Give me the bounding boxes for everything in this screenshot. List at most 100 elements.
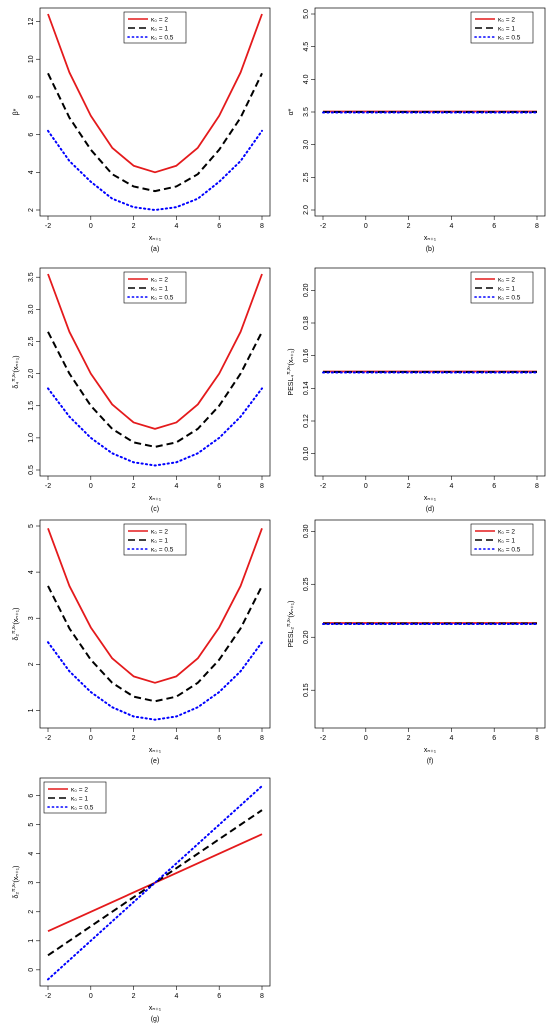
panel-caption: (e) [151,758,160,765]
y-tick-label: 4.0 [303,74,310,84]
x-tick-label: -2 [320,483,326,490]
y-tick-label: 2.5 [303,172,310,182]
y-axis-label: δ₂π,xₙ(xₙ₊₁) [11,866,20,899]
legend: κ₀ = 2 κ₀ = 1 κ₀ = 0.5 [43,781,107,814]
series-line [47,527,263,684]
x-tick-label: 2 [132,223,136,230]
y-tick-label: 2 [28,662,35,666]
y-tick-label: 8 [28,95,35,99]
x-tick-label: 0 [89,993,93,1000]
x-tick-label: 2 [132,735,136,742]
x-axis-label: xₙ₊₁ [149,495,162,502]
x-tick-label: 0 [364,223,368,230]
y-tick-label: 0 [28,968,35,972]
plot-frame [39,7,271,217]
series-line [47,129,263,211]
series-line [47,331,263,448]
y-tick-label: 3 [28,881,35,885]
legend-label: κ₀ = 1 [71,796,88,803]
x-tick-label: -2 [320,735,326,742]
y-tick-label: 1.0 [28,433,35,443]
legend-label: κ₀ = 2 [151,529,168,536]
x-tick-label: 0 [89,223,93,230]
series-line [47,13,263,174]
legend-label: κ₀ = 2 [71,787,88,794]
y-tick-label: 0.10 [303,447,310,461]
y-axis-label: PESL₄π,xₙ(xₙ₊₁) [286,348,295,395]
y-tick-label: 1 [28,708,35,712]
legend-label: κ₀ = 1 [498,26,515,33]
panel-caption: (c) [151,506,159,513]
legend-label: κ₀ = 0.5 [71,805,94,812]
x-tick-label: 8 [260,223,264,230]
legend-label: κ₀ = 2 [151,17,168,24]
y-tick-label: 0.18 [303,316,310,330]
y-tick-label: 3.0 [303,140,310,150]
series-line [47,785,263,981]
panel-c: -2 0 2 4 6 8 0.5 1.0 1.5 2.0 2.5 3.0 3.5 xₙ₊₁ δ₄π,xₙ(x… [11,267,271,513]
x-tick-label: 8 [535,735,539,742]
x-axis-label: xₙ₊₁ [149,1005,162,1012]
panel-b: -2 0 2 4 6 8 2.0 2.5 3.0 3.5 4.0 4.5 5.0 xₙ₊₁ α* (b) κ₀ … [288,7,546,253]
x-tick-label: 2 [132,993,136,1000]
series-line [47,387,263,467]
y-tick-label: 0.30 [303,524,310,538]
y-tick-label: 5 [28,524,35,528]
x-tick-label: -2 [45,993,51,1000]
x-tick-label: -2 [320,223,326,230]
legend-label: κ₀ = 1 [151,286,168,293]
plot-frame [314,519,546,729]
y-tick-label: 0.14 [303,381,310,395]
panel-d: -2 0 2 4 6 8 0.10 0.12 0.14 0.16 0.18 0.20 xₙ₊₁ PESL₄… [286,267,546,513]
x-tick-label: 8 [260,735,264,742]
y-tick-label: 5 [28,823,35,827]
x-axis-label: xₙ₊₁ [149,235,162,242]
x-tick-label: 0 [89,735,93,742]
panel-caption: (a) [151,246,160,253]
legend-label: κ₀ = 1 [151,538,168,545]
x-tick-label: 4 [449,223,453,230]
x-tick-label: -2 [45,735,51,742]
x-tick-label: 2 [132,483,136,490]
y-tick-label: 1 [28,939,35,943]
x-axis-label: xₙ₊₁ [149,747,162,754]
x-tick-label: 8 [535,483,539,490]
x-tick-label: -2 [45,223,51,230]
y-tick-label: 4 [28,570,35,574]
y-tick-label: 4 [28,852,35,856]
x-tick-label: 4 [449,735,453,742]
y-axis-label: PESL₂π,xₙ(xₙ₊₁) [286,601,295,648]
legend-label: κ₀ = 0.5 [151,35,174,42]
series-line [47,641,263,721]
legend: κ₀ = 2 κ₀ = 1 κ₀ = 0.5 [123,271,187,304]
legend: κ₀ = 2 κ₀ = 1 κ₀ = 0.5 [470,271,534,304]
legend-label: κ₀ = 0.5 [498,547,521,554]
x-tick-label: 4 [174,993,178,1000]
x-tick-label: 6 [492,735,496,742]
y-tick-label: 12 [28,18,35,26]
y-axis-label: β* [13,108,20,115]
x-tick-label: 6 [492,483,496,490]
x-tick-label: 0 [89,483,93,490]
series-line [47,585,263,703]
legend: κ₀ = 2 κ₀ = 1 κ₀ = 0.5 [123,11,187,44]
y-axis-label: α* [288,108,295,115]
series-line [47,809,263,957]
y-tick-label: 1.5 [28,401,35,411]
y-tick-label: 2 [28,208,35,212]
x-axis-label: xₙ₊₁ [424,495,437,502]
x-tick-label: 2 [407,483,411,490]
panel-caption: (b) [426,246,435,253]
y-tick-label: 0.20 [303,630,310,644]
legend-label: κ₀ = 1 [498,538,515,545]
y-tick-label: 0.16 [303,349,310,363]
plot-frame [39,267,271,477]
x-tick-label: 4 [174,483,178,490]
y-tick-label: 6 [28,794,35,798]
legend-label: κ₀ = 1 [151,26,168,33]
legend-label: κ₀ = 0.5 [498,35,521,42]
